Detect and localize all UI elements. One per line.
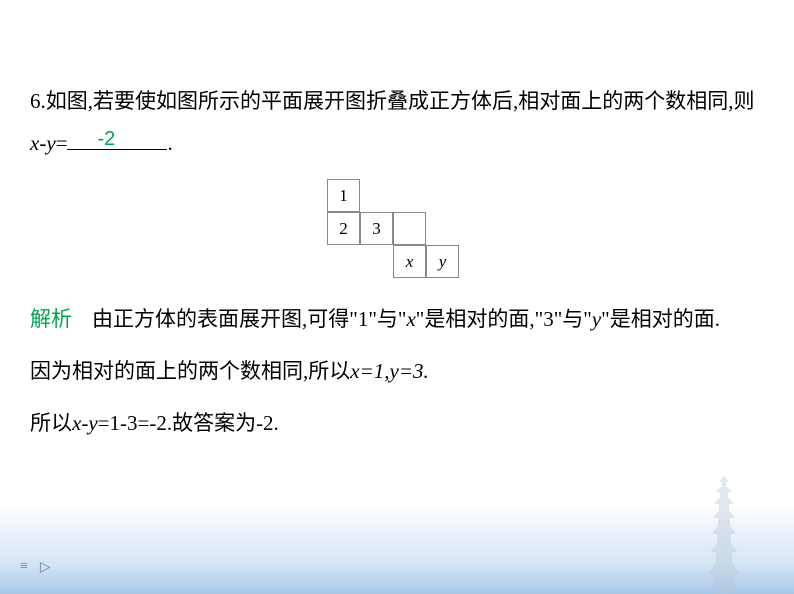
cell-2: 2	[327, 212, 360, 245]
cell-blank	[393, 212, 426, 245]
cell-1: 1	[327, 179, 360, 212]
pagoda-decoration	[684, 474, 764, 594]
question-var: x-y	[30, 131, 56, 155]
question-number: 6.	[30, 89, 46, 113]
solution-block: 解析由正方体的表面展开图,可得"1"与"x"是相对的面,"3"与"y"是相对的面…	[30, 298, 764, 340]
answer-blank: -2	[67, 149, 167, 150]
solution-line1-p3: "是相对的面.	[601, 307, 720, 331]
solution-var-x: x	[406, 307, 415, 331]
solution-line1-p2: "是相对的面,"3"与"	[416, 307, 592, 331]
solution-line2-expr: x=1,y=3.	[350, 359, 428, 383]
cell-spacer	[360, 245, 393, 278]
play-icon[interactable]: ▷	[40, 559, 51, 576]
question-period: .	[167, 131, 172, 155]
question-equals: =	[56, 131, 68, 155]
menu-icon[interactable]: ≡	[20, 559, 28, 576]
cell-y: y	[426, 245, 459, 278]
solution-label: 解析	[30, 307, 72, 331]
solution-line3-p1: 所以	[30, 411, 72, 435]
cube-net-diagram: 1 2 3 x y	[327, 179, 467, 278]
question-body-1: 如图,若要使如图所示的平面展开图折叠成正方体后,相对面上的两个数相同,则	[46, 89, 755, 113]
answer-value: -2	[97, 119, 115, 159]
cell-x: x	[393, 245, 426, 278]
cell-spacer	[327, 245, 360, 278]
solution-var-y: y	[592, 307, 601, 331]
cell-3: 3	[360, 212, 393, 245]
solution-line3-expr1: x-y	[72, 411, 98, 435]
solution-line1-p1: 由正方体的表面展开图,可得"1"与"	[92, 307, 406, 331]
nav-icons: ≡ ▷	[20, 559, 51, 576]
question-text: 6.如图,若要使如图所示的平面展开图折叠成正方体后,相对面上的两个数相同,则 x-…	[30, 80, 764, 164]
solution-line2-p1: 因为相对的面上的两个数相同,所以	[30, 359, 350, 383]
solution-line3-p2: =1-3=-2.故答案为-2.	[98, 411, 279, 435]
solution-line2: 因为相对的面上的两个数相同,所以x=1,y=3.	[30, 350, 764, 392]
solution-line3: 所以x-y=1-3=-2.故答案为-2.	[30, 402, 764, 444]
